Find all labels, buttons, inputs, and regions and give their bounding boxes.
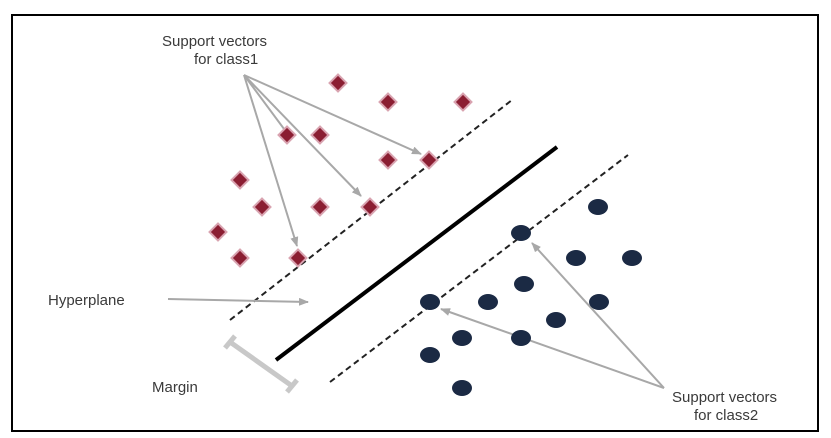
class2-point (546, 312, 566, 328)
annotation-arrow (440, 308, 665, 389)
class1-point (310, 197, 330, 217)
annotation-arrow (243, 74, 299, 247)
hyperplane-label: Hyperplane (48, 292, 125, 309)
class2-point (514, 276, 534, 292)
class1-point (360, 197, 380, 217)
class1-point (277, 125, 297, 145)
class1-points (208, 73, 473, 268)
annotation-arrow (531, 242, 665, 389)
class2-point (420, 294, 440, 310)
annotation-arrow (243, 74, 362, 197)
annotation-arrow (167, 297, 309, 306)
class1-point (230, 248, 250, 268)
support-class2-label-line1: Support vectors (672, 389, 777, 406)
class1-point (208, 222, 228, 242)
class1-point (378, 92, 398, 112)
support-class2-label-line2: for class2 (694, 407, 758, 424)
annotation-arrows (167, 74, 665, 389)
class1-point (252, 197, 272, 217)
margin-indicator-cap-bottom (285, 378, 299, 394)
margin-indicator-cap-top (223, 334, 237, 350)
class2-point (511, 330, 531, 346)
class1-point (328, 73, 348, 93)
annotation-arrow (243, 74, 422, 155)
class2-point (452, 380, 472, 396)
class1-point (453, 92, 473, 112)
margin-indicator-bar (228, 339, 294, 389)
hyperplane-line (274, 145, 559, 362)
class1-point (230, 170, 250, 190)
class2-point (566, 250, 586, 266)
class2-point (589, 294, 609, 310)
class2-points (420, 199, 642, 396)
support-class1-label-line1: Support vectors (162, 33, 267, 50)
class2-point (420, 347, 440, 363)
class1-point (378, 150, 398, 170)
annotation-arrow (243, 74, 291, 138)
class2-point (452, 330, 472, 346)
class2-point (622, 250, 642, 266)
class1-point (419, 150, 439, 170)
class2-point (588, 199, 608, 215)
frame-border (11, 14, 819, 432)
margin-label: Margin (152, 379, 198, 396)
class1-point (288, 248, 308, 268)
support-class1-label-line2: for class1 (194, 51, 258, 68)
class2-point (478, 294, 498, 310)
margin-boundary-class2 (329, 154, 629, 383)
class2-point (511, 225, 531, 241)
class1-point (310, 125, 330, 145)
